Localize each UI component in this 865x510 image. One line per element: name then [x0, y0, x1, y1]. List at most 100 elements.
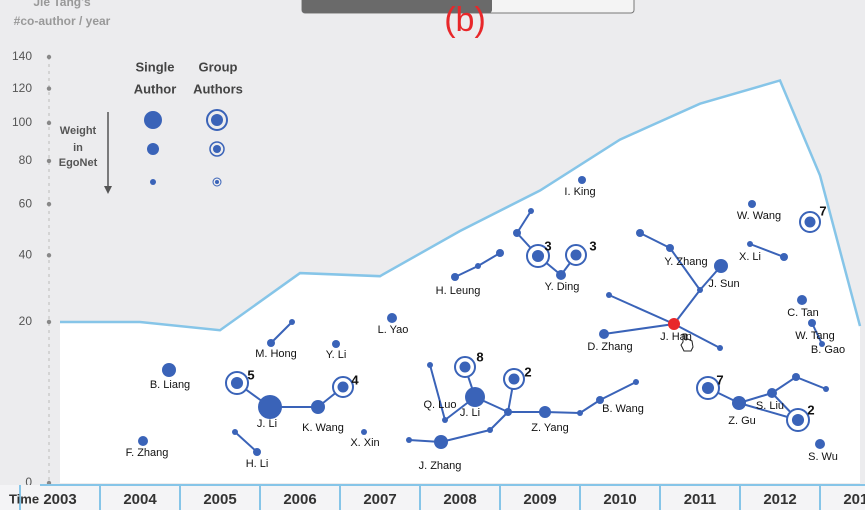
node	[732, 396, 746, 410]
node-label: Z. Yang	[531, 422, 569, 434]
y-tick-label: 20	[19, 314, 33, 328]
edge	[516, 210, 532, 234]
node-label: L. Yao	[378, 324, 409, 336]
group-core	[570, 249, 582, 261]
edge	[669, 247, 701, 291]
group-size: 7	[819, 203, 826, 218]
y-tick	[46, 253, 52, 258]
x-tick-label: 2013	[843, 491, 865, 508]
node	[232, 429, 238, 435]
legend-arrow-head	[104, 186, 112, 194]
edge	[599, 381, 637, 401]
node	[427, 362, 433, 368]
edge	[749, 243, 785, 258]
node	[361, 429, 367, 435]
x-tick-label: 2008	[443, 491, 476, 508]
x-tick-label: 2003	[43, 491, 76, 508]
node	[780, 253, 788, 261]
y-tick	[46, 201, 52, 207]
legend-text: Author	[134, 81, 177, 96]
group-core	[459, 361, 471, 373]
group-size: 4	[351, 372, 359, 387]
area-layer	[60, 78, 862, 483]
node	[258, 395, 282, 419]
node	[636, 229, 644, 237]
node-label: H. Li	[246, 458, 269, 470]
node	[577, 410, 583, 416]
node	[289, 319, 295, 325]
edge	[489, 411, 509, 431]
node	[819, 341, 825, 347]
area-fill	[60, 80, 860, 483]
legend-text: Group	[199, 59, 238, 74]
node	[332, 340, 340, 348]
legend-text: Weight	[60, 125, 97, 137]
edge	[639, 232, 671, 249]
legend-text: Single	[135, 59, 174, 74]
node	[311, 400, 325, 414]
x-tick-label: 2010	[603, 491, 636, 508]
y-tick-label: 60	[19, 196, 33, 210]
x-tick-label: 2004	[123, 491, 157, 508]
node-label: H. Leung	[436, 285, 481, 297]
node-label: I. King	[564, 186, 595, 198]
node	[451, 273, 459, 281]
y-tick-label: 140	[12, 49, 32, 63]
group-size: 7	[716, 372, 723, 387]
foreground: 0 20 40 60 80 100 120 140 2003 2004 2005 2006 2007 20…	[0, 49, 865, 510]
node	[666, 244, 674, 252]
node-label: J. Han	[660, 331, 692, 343]
node	[792, 373, 800, 381]
node	[496, 249, 504, 257]
node	[633, 379, 639, 385]
node-label: S. Wu	[808, 451, 838, 463]
group-size: 8	[476, 349, 483, 364]
y-axis-title: #co-author / year	[14, 14, 111, 28]
edge	[477, 252, 501, 267]
group-core	[531, 249, 545, 263]
legend-group	[209, 141, 225, 157]
area-line	[60, 78, 862, 332]
node	[748, 200, 756, 208]
group-core	[230, 376, 244, 390]
group-size: 5	[247, 367, 254, 382]
selected-node	[668, 318, 680, 330]
y-tick-label: 80	[19, 153, 33, 167]
node	[475, 263, 481, 269]
node	[797, 295, 807, 305]
node-label: B. Liang	[150, 379, 190, 391]
group-core	[791, 413, 805, 427]
y-axis-title: Jie Tang's	[33, 0, 91, 9]
node-label: J. Li	[460, 407, 480, 419]
edge	[270, 321, 293, 344]
group-core	[508, 373, 520, 385]
node	[823, 386, 829, 392]
node	[596, 396, 604, 404]
node-label: Y. Ding	[545, 281, 580, 293]
node-label: W. Tang	[795, 330, 835, 342]
node	[578, 176, 586, 184]
y-tick-label: 0	[25, 475, 32, 489]
edge	[454, 265, 479, 278]
legend-text: Authors	[193, 81, 243, 96]
node	[599, 329, 609, 339]
y-tick	[46, 120, 52, 126]
node-label: Y. Zhang	[664, 256, 707, 268]
node	[442, 417, 448, 423]
node-label: F. Zhang	[126, 447, 169, 459]
legend-node	[150, 179, 156, 185]
edge	[673, 323, 721, 349]
legend-group	[212, 177, 222, 187]
node	[767, 388, 777, 398]
edge	[608, 294, 675, 325]
node	[815, 439, 825, 449]
node-label: J. Li	[257, 418, 277, 430]
edge	[234, 431, 258, 453]
x-tick-label: 2011	[684, 491, 717, 508]
y-tick-label: 100	[12, 115, 32, 129]
group-core	[804, 216, 816, 228]
node-label: D. Zhang	[587, 341, 632, 353]
node-label: K. Wang	[302, 422, 344, 434]
